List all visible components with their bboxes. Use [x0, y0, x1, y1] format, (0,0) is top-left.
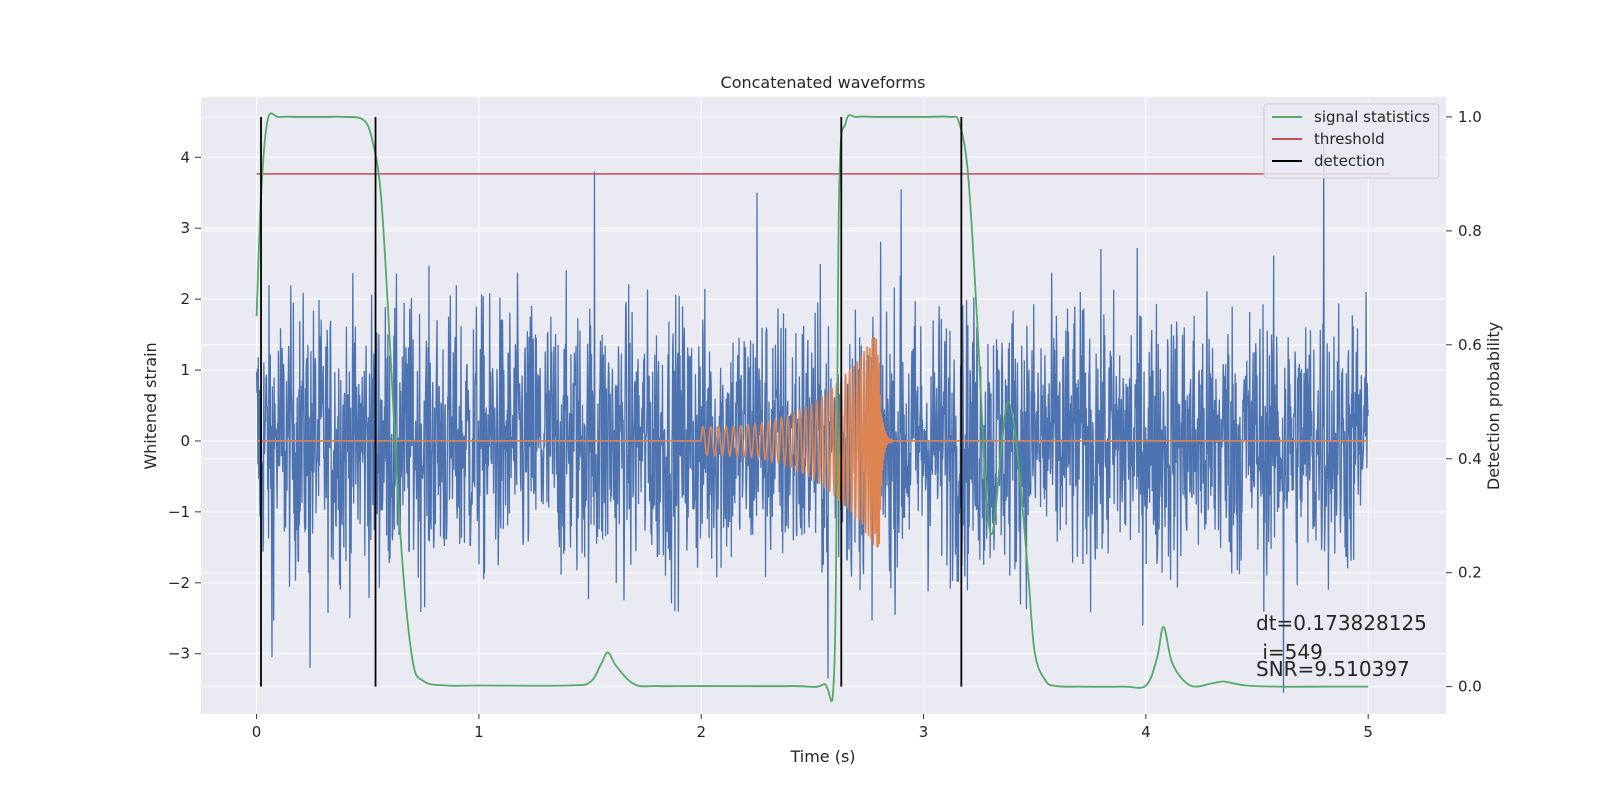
legend-label-detection: detection [1314, 152, 1385, 170]
legend-label-signal-statistics: signal statistics [1314, 108, 1430, 126]
left-axis-ticks: −3 −2 −1 0 1 2 3 4 [168, 148, 201, 663]
y-tick-label: −2 [168, 574, 190, 592]
annotation-dt: dt=0.173828125 [1256, 611, 1427, 635]
x-tick-label: 0 [252, 723, 262, 741]
plot-data [255, 112, 1391, 702]
chart-title: Concatenated waveforms [721, 73, 926, 92]
y2-axis-label: Detection probability [1484, 322, 1503, 490]
y-tick-label: −1 [168, 503, 190, 521]
y-tick-label: 4 [180, 148, 190, 166]
x-tick-label: 1 [474, 723, 484, 741]
legend-box [1263, 103, 1440, 179]
annotation-index: i=549 [1256, 640, 1323, 664]
y-tick-label: 0 [180, 432, 190, 450]
y2-tick-label: 0.0 [1458, 678, 1482, 696]
y-tick-label: 3 [180, 219, 190, 237]
x-axis-ticks: 0 1 2 3 4 5 [252, 714, 1373, 741]
x-tick-label: 3 [919, 723, 929, 741]
injected-waveform-line [256, 337, 1369, 548]
legend: signal statistics threshold detection [1263, 103, 1440, 179]
x-tick-label: 4 [1141, 723, 1151, 741]
y-tick-label: 2 [180, 290, 190, 308]
x-axis-label: Time (s) [789, 747, 855, 766]
y-axis-label: Whitened strain [141, 342, 160, 469]
annotation-snr: SNR=9.510397 [1256, 657, 1410, 681]
legend-label-threshold: threshold [1314, 130, 1385, 148]
y2-tick-label: 0.6 [1458, 336, 1482, 354]
y2-tick-label: 0.8 [1458, 222, 1482, 240]
y2-tick-label: 1.0 [1458, 108, 1482, 126]
x-tick-label: 5 [1363, 723, 1373, 741]
right-axis-ticks: 0.0 0.2 0.4 0.6 0.8 1.0 [1446, 108, 1482, 696]
y2-tick-label: 0.2 [1458, 564, 1482, 582]
x-tick-label: 2 [696, 723, 706, 741]
y-tick-label: 1 [180, 361, 190, 379]
y-tick-label: −3 [168, 645, 190, 663]
y2-tick-label: 0.4 [1458, 450, 1482, 468]
